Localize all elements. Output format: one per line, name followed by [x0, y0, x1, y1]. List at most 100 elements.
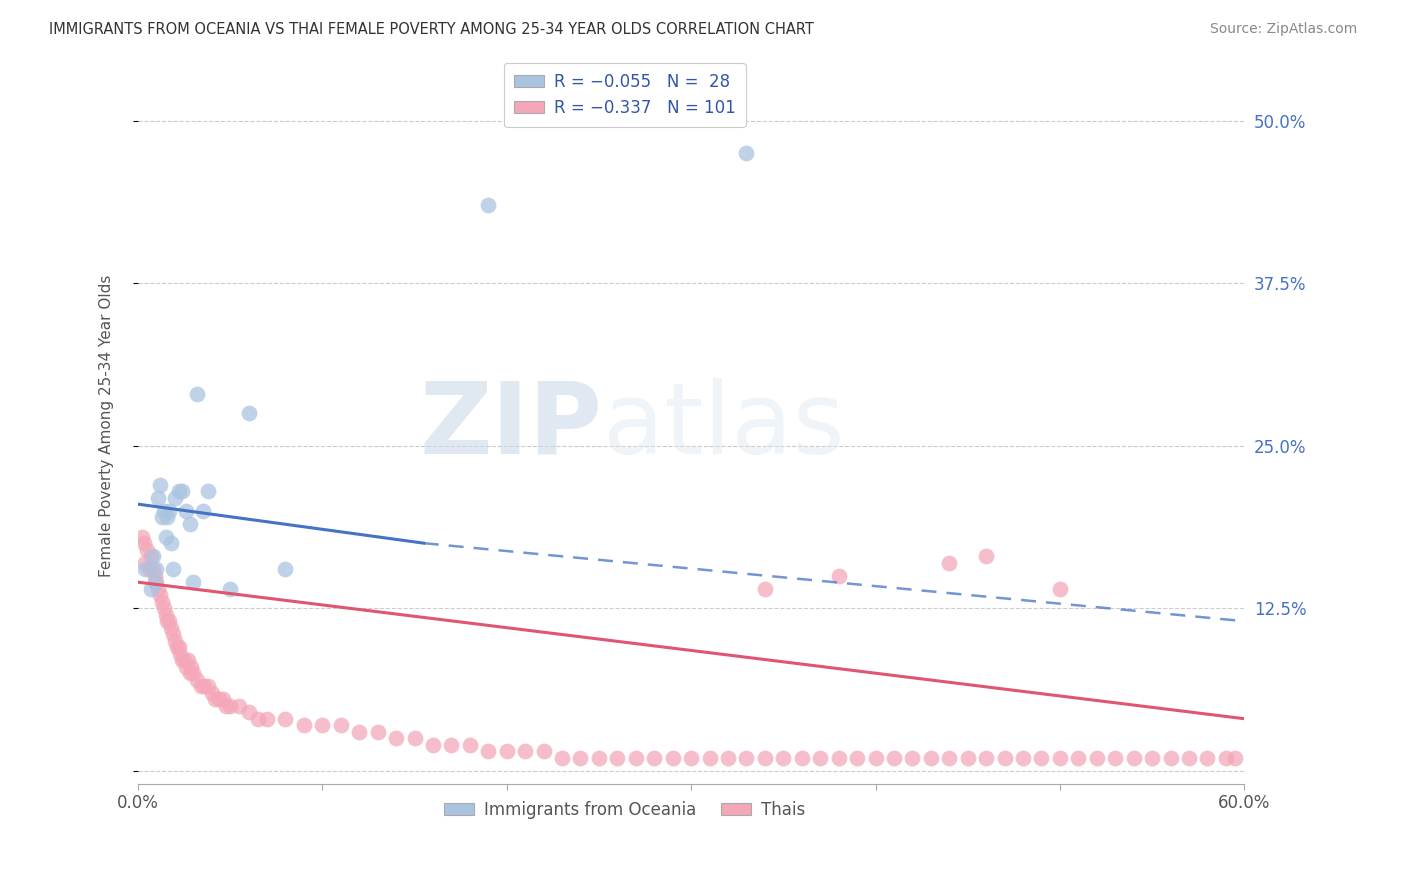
- Point: [938, 556, 960, 570]
- Point: [162, 562, 184, 576]
- Point: [134, 556, 156, 570]
- Point: [132, 536, 155, 550]
- Point: [238, 705, 260, 719]
- Point: [148, 582, 170, 596]
- Point: [172, 484, 194, 499]
- Point: [190, 679, 212, 693]
- Point: [162, 627, 184, 641]
- Point: [551, 750, 574, 764]
- Point: [772, 750, 794, 764]
- Point: [191, 503, 214, 517]
- Point: [169, 647, 191, 661]
- Point: [1122, 750, 1144, 764]
- Point: [157, 503, 180, 517]
- Point: [139, 549, 162, 564]
- Point: [865, 750, 887, 764]
- Point: [139, 582, 162, 596]
- Point: [661, 750, 683, 764]
- Point: [142, 562, 165, 576]
- Point: [208, 692, 231, 706]
- Point: [349, 724, 371, 739]
- Point: [1160, 750, 1182, 764]
- Point: [404, 731, 426, 746]
- Point: [186, 673, 208, 687]
- Point: [219, 698, 242, 713]
- Point: [160, 536, 183, 550]
- Point: [1140, 750, 1163, 764]
- Point: [167, 640, 190, 655]
- Point: [138, 562, 160, 576]
- Point: [827, 568, 849, 582]
- Point: [717, 750, 740, 764]
- Point: [143, 568, 166, 582]
- Point: [215, 698, 238, 713]
- Point: [211, 692, 233, 706]
- Point: [256, 712, 278, 726]
- Point: [1104, 750, 1126, 764]
- Point: [193, 679, 215, 693]
- Point: [367, 724, 389, 739]
- Point: [204, 692, 226, 706]
- Text: IMMIGRANTS FROM OCEANIA VS THAI FEMALE POVERTY AMONG 25-34 YEAR OLDS CORRELATION: IMMIGRANTS FROM OCEANIA VS THAI FEMALE P…: [49, 22, 814, 37]
- Point: [155, 530, 177, 544]
- Point: [149, 588, 172, 602]
- Point: [422, 738, 444, 752]
- Point: [1049, 750, 1071, 764]
- Point: [974, 549, 997, 564]
- Point: [148, 491, 170, 505]
- Point: [142, 549, 165, 564]
- Text: Source: ZipAtlas.com: Source: ZipAtlas.com: [1209, 22, 1357, 37]
- Point: [155, 607, 177, 622]
- Point: [643, 750, 665, 764]
- Point: [1197, 750, 1219, 764]
- Point: [152, 601, 174, 615]
- Point: [624, 750, 647, 764]
- Point: [385, 731, 408, 746]
- Point: [179, 666, 201, 681]
- Point: [145, 562, 167, 576]
- Point: [173, 653, 195, 667]
- Point: [994, 750, 1017, 764]
- Point: [228, 698, 250, 713]
- Point: [533, 744, 555, 758]
- Point: [181, 666, 204, 681]
- Point: [156, 510, 179, 524]
- Point: [163, 633, 186, 648]
- Point: [735, 146, 758, 161]
- Point: [808, 750, 831, 764]
- Point: [495, 744, 517, 758]
- Point: [883, 750, 905, 764]
- Point: [201, 686, 224, 700]
- Point: [181, 575, 204, 590]
- Point: [827, 750, 849, 764]
- Point: [149, 477, 172, 491]
- Point: [458, 738, 481, 752]
- Point: [329, 718, 352, 732]
- Point: [956, 750, 979, 764]
- Point: [846, 750, 869, 764]
- Text: ZIP: ZIP: [420, 377, 603, 475]
- Point: [311, 718, 333, 732]
- Point: [569, 750, 592, 764]
- Point: [172, 653, 194, 667]
- Point: [901, 750, 924, 764]
- Point: [1012, 750, 1035, 764]
- Point: [1085, 750, 1108, 764]
- Point: [1223, 750, 1246, 764]
- Point: [186, 386, 208, 401]
- Point: [699, 750, 721, 764]
- Point: [238, 406, 260, 420]
- Point: [145, 575, 167, 590]
- Y-axis label: Female Poverty Among 25-34 Year Olds: Female Poverty Among 25-34 Year Olds: [100, 275, 114, 577]
- Point: [938, 750, 960, 764]
- Point: [477, 744, 499, 758]
- Point: [143, 575, 166, 590]
- Point: [179, 516, 201, 531]
- Point: [160, 621, 183, 635]
- Point: [1031, 750, 1053, 764]
- Point: [735, 750, 758, 764]
- Point: [246, 712, 269, 726]
- Point: [197, 484, 219, 499]
- Point: [1178, 750, 1201, 764]
- Point: [136, 542, 159, 557]
